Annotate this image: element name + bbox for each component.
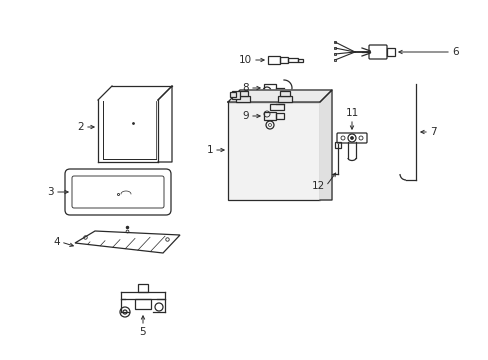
- Bar: [135, 299, 151, 309]
- Bar: [287, 58, 297, 62]
- Bar: [138, 284, 148, 292]
- Bar: [297, 59, 303, 62]
- Bar: [227, 102, 319, 200]
- Bar: [278, 96, 291, 102]
- Text: 3: 3: [47, 187, 54, 197]
- Text: 11: 11: [345, 108, 358, 118]
- Bar: [269, 104, 284, 110]
- Text: 2: 2: [77, 122, 84, 132]
- Bar: [280, 57, 287, 63]
- Text: 5: 5: [140, 327, 146, 337]
- Bar: [386, 48, 394, 56]
- Bar: [264, 112, 275, 120]
- Bar: [231, 91, 240, 99]
- Polygon shape: [319, 90, 331, 200]
- Bar: [229, 92, 236, 97]
- Bar: [238, 91, 247, 96]
- Polygon shape: [227, 90, 331, 102]
- Text: 7: 7: [429, 127, 436, 137]
- Bar: [280, 91, 289, 96]
- Bar: [267, 56, 280, 64]
- Text: 1: 1: [206, 145, 213, 155]
- Text: 10: 10: [238, 55, 251, 65]
- Text: 4: 4: [53, 237, 60, 247]
- Circle shape: [350, 136, 353, 140]
- Text: 12: 12: [311, 181, 325, 191]
- Text: 6: 6: [451, 47, 458, 57]
- Text: 9: 9: [242, 111, 248, 121]
- Bar: [275, 113, 284, 119]
- Bar: [236, 96, 249, 102]
- Bar: [334, 142, 340, 148]
- Bar: [264, 84, 275, 92]
- Text: 8: 8: [242, 83, 248, 93]
